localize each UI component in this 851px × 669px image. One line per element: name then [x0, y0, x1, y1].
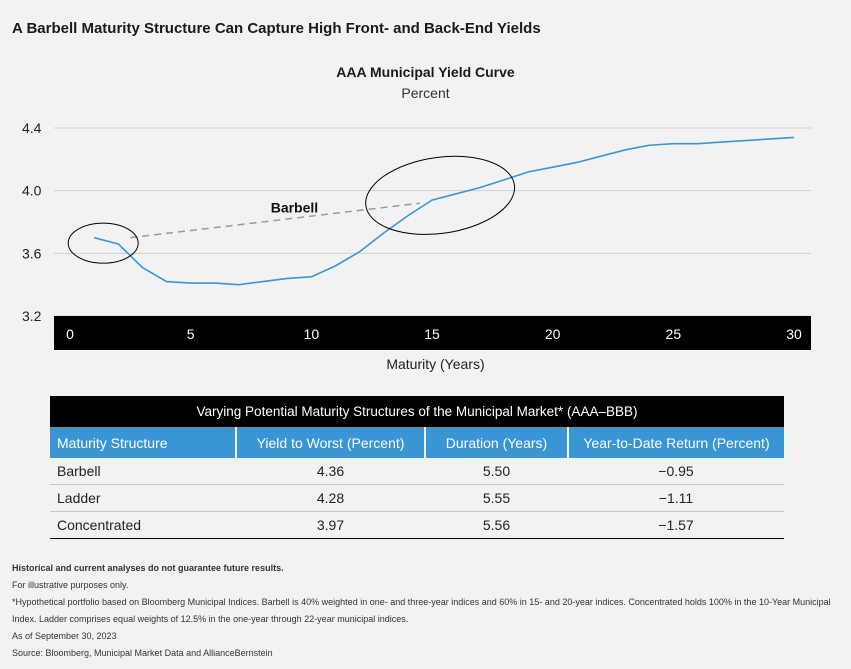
y-tick-label: 3.6 [22, 245, 42, 261]
table-row: Ladder 4.28 5.55 −1.11 [50, 484, 784, 512]
yield-curve-chart: 3.2 3.6 4.0 4.4 0 5 10 15 20 25 30 Barbell [22, 120, 811, 350]
source-note: Source: Bloomberg, Municipal Market Data… [12, 648, 273, 658]
x-tick-label: 5 [187, 326, 195, 342]
cell-yield: 4.36 [236, 458, 425, 485]
cell-structure: Ladder [50, 484, 236, 512]
footnote-line-2: Index. Ladder comprises equal weights of… [12, 614, 409, 624]
header-yield-to-worst: Yield to Worst (Percent) [235, 427, 425, 458]
y-tick-label: 4.0 [22, 183, 42, 199]
cell-structure: Barbell [50, 458, 236, 485]
back-end-highlight [365, 155, 516, 235]
table-row: Barbell 4.36 5.50 −0.95 [50, 458, 784, 485]
chart-title: AAA Municipal Yield Curve [336, 64, 515, 80]
disclaimer-note: Historical and current analyses do not g… [12, 563, 284, 573]
table-row: Concentrated 3.97 5.56 −1.57 [50, 511, 784, 539]
x-tick-label: 0 [66, 326, 74, 342]
cell-duration: 5.56 [425, 511, 568, 539]
cell-yield: 4.28 [236, 484, 425, 512]
table-title: Varying Potential Maturity Structures of… [50, 396, 784, 427]
table-header-row: Maturity Structure Yield to Worst (Perce… [50, 427, 784, 458]
cell-structure: Concentrated [50, 511, 236, 539]
cell-return: −1.57 [568, 511, 784, 539]
barbell-dashed-line [130, 202, 421, 239]
cell-duration: 5.55 [425, 484, 568, 512]
front-end-highlight [67, 222, 139, 264]
y-tick-label: 3.2 [22, 308, 42, 324]
illustrative-note: For illustrative purposes only. [12, 580, 129, 590]
header-maturity-structure: Maturity Structure [50, 427, 236, 458]
y-tick-label: 4.4 [22, 120, 42, 136]
x-tick-label: 20 [545, 326, 561, 342]
x-axis-band [54, 316, 811, 350]
chart-subtitle: Percent [401, 85, 450, 101]
cell-yield: 3.97 [236, 511, 425, 539]
barbell-label: Barbell [271, 200, 318, 216]
as-of-note: As of September 30, 2023 [12, 631, 117, 641]
cell-duration: 5.50 [425, 458, 568, 485]
x-tick-label: 10 [304, 326, 320, 342]
cell-return: −1.11 [568, 484, 784, 512]
header-duration: Duration (Years) [424, 427, 568, 458]
footnotes: Historical and current analyses do not g… [12, 560, 842, 662]
cell-return: −0.95 [568, 458, 784, 485]
x-tick-label: 30 [786, 326, 802, 342]
x-tick-label: 25 [666, 326, 682, 342]
x-axis-label: Maturity (Years) [386, 356, 485, 372]
x-tick-label: 15 [424, 326, 440, 342]
page-header: A Barbell Maturity Structure Can Capture… [12, 20, 541, 37]
header-ytd-return: Year-to-Date Return (Percent) [567, 427, 784, 458]
yield-curve-line [93, 136, 795, 286]
maturity-structure-table: Varying Potential Maturity Structures of… [50, 396, 784, 539]
footnote-line-1: *Hypothetical portfolio based on Bloombe… [12, 597, 831, 607]
